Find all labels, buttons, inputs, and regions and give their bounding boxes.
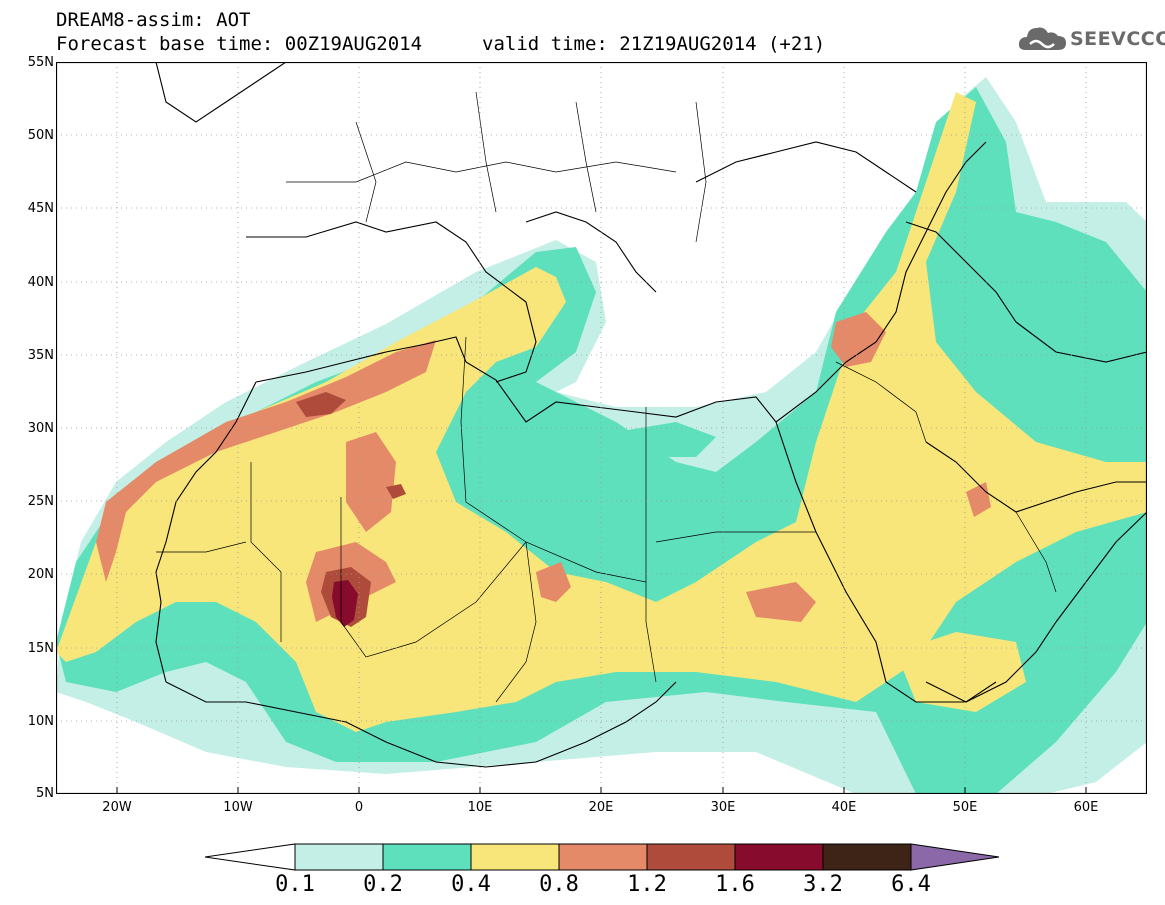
cloud-icon bbox=[1018, 27, 1066, 50]
coastlines bbox=[155, 62, 1147, 768]
map-title: DREAM8-assim: AOT bbox=[56, 9, 251, 31]
lon-label: 20E bbox=[588, 800, 614, 815]
colorbar-bin-0.4-0.8 bbox=[470, 843, 560, 871]
colorbar-label: 0.4 bbox=[451, 872, 491, 897]
lon-label: 60E bbox=[1073, 800, 1099, 815]
colorbar-label: 1.2 bbox=[627, 872, 667, 897]
colorbar-bin-1.2-1.6 bbox=[646, 843, 736, 871]
aot-contour-1.6 bbox=[332, 580, 358, 627]
lon-label: 40E bbox=[831, 800, 857, 815]
lat-label: 20N bbox=[27, 567, 54, 582]
lat-label: 25N bbox=[27, 494, 54, 509]
lat-label: 40N bbox=[27, 275, 54, 290]
colorbar bbox=[205, 843, 1000, 871]
valid-time: valid time: 21Z19AUG2014 (+21) bbox=[482, 33, 826, 55]
colorbar-label: 6.4 bbox=[891, 872, 931, 897]
lon-label: 20W bbox=[102, 800, 132, 815]
colorbar-label: 0.1 bbox=[275, 872, 315, 897]
lat-label: 55N bbox=[27, 55, 54, 70]
seevccc-logo: SEEVCCC bbox=[1018, 22, 1165, 56]
colorbar-bin-0.2-0.4 bbox=[382, 843, 472, 871]
colorbar-low-arrow bbox=[205, 843, 296, 871]
colorbar-bin-3.2-6.4 bbox=[822, 843, 912, 871]
lat-label: 5N bbox=[36, 786, 54, 801]
colorbar-high-arrow bbox=[910, 843, 1000, 871]
lon-label: 50E bbox=[952, 800, 978, 815]
lat-label: 35N bbox=[27, 348, 54, 363]
colorbar-label: 1.6 bbox=[715, 872, 755, 897]
lat-label: 45N bbox=[27, 201, 54, 216]
axis-ticks bbox=[116, 787, 1087, 794]
colorbar-label: 3.2 bbox=[803, 872, 843, 897]
lon-label: 10E bbox=[467, 800, 493, 815]
lon-label: 10W bbox=[223, 800, 253, 815]
lat-label: 50N bbox=[27, 128, 54, 143]
lat-label: 15N bbox=[27, 641, 54, 656]
lat-label: 10N bbox=[27, 714, 54, 729]
country-borders bbox=[156, 91, 1057, 703]
colorbar-bin-0.1-0.2 bbox=[294, 843, 384, 871]
colorbar-label: 0.2 bbox=[363, 872, 403, 897]
colorbar-label: 0.8 bbox=[539, 872, 579, 897]
lon-label: 30E bbox=[710, 800, 736, 815]
logo-text: SEEVCCC bbox=[1070, 28, 1165, 50]
forecast-base-time: Forecast base time: 00Z19AUG2014 bbox=[56, 33, 423, 55]
colorbar-bin-1.6-3.2 bbox=[734, 843, 824, 871]
colorbar-bin-0.8-1.2 bbox=[558, 843, 648, 871]
aot-map bbox=[56, 62, 1147, 794]
lon-label: 0 bbox=[354, 800, 364, 815]
lat-label: 30N bbox=[27, 421, 54, 436]
grid-lines bbox=[56, 62, 1147, 794]
